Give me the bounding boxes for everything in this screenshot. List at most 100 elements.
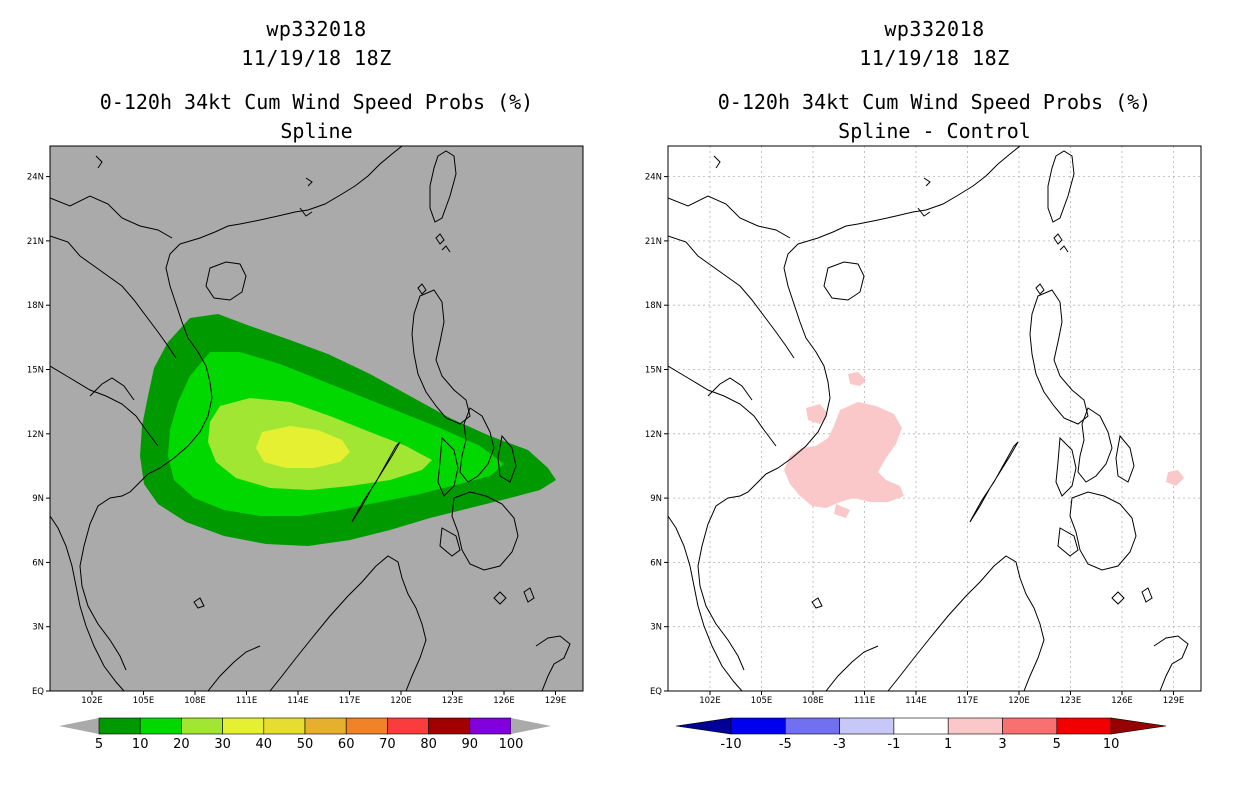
x-tick-label: 111E [854, 696, 876, 706]
right-axis-ticks: 102E 105E 108E 111E 114E 117E 120E 123E 126E 129E… [645, 173, 1184, 706]
colorbar-swatch [730, 717, 786, 735]
right-colorbar: -10 -5 -3 -1 1 3 5 10 [675, 717, 1167, 752]
colorbar-swatch [947, 717, 1003, 735]
colorbar-swatch [428, 717, 471, 735]
y-tick-label: 9N [650, 494, 662, 504]
right-subtitle: 0-120h 34kt Cum Wind Speed Probs (%) Spl… [668, 88, 1201, 146]
y-tick-label: 9N [32, 494, 44, 504]
y-tick-label: 18N [27, 301, 44, 311]
colorbar-swatch [139, 717, 182, 735]
right-title: wp332018 11/19/18 18Z [668, 15, 1201, 73]
colorbar-label: -1 [887, 737, 900, 752]
x-tick-label: 102E [699, 696, 721, 706]
colorbar-label: 5 [1053, 737, 1061, 752]
colorbar-swatch [263, 717, 306, 735]
colorbar-swatch [893, 717, 949, 735]
colorbar-swatch [469, 717, 512, 735]
right-product: 0-120h 34kt Cum Wind Speed Probs (%) [717, 90, 1152, 114]
x-tick-label: 105E [133, 696, 155, 706]
colorbar-label: 20 [173, 737, 190, 752]
x-tick-label: 123E [442, 696, 464, 706]
y-tick-label: 15N [27, 366, 44, 376]
x-tick-label: 111E [236, 696, 258, 706]
y-tick-label: 3N [32, 623, 44, 633]
right-gridlines [668, 146, 1201, 691]
colorbar-label: 70 [379, 737, 396, 752]
right-map: 102E 105E 108E 111E 114E 117E 120E 123E 126E 129E… [645, 145, 1202, 706]
x-tick-label: 120E [1008, 696, 1030, 706]
left-axis-ticks: 102E 105E 108E 111E 114E 117E 120E 123E 126E 129E… [27, 173, 566, 706]
colorbar-swatch [387, 717, 429, 735]
right-datetime: 11/19/18 18Z [859, 46, 1010, 70]
colorbar-label: -5 [779, 737, 792, 752]
x-tick-label: 117E [957, 696, 979, 706]
colorbar-swatch [784, 717, 840, 735]
colorbar-label: 60 [338, 737, 355, 752]
y-tick-label: 3N [650, 623, 662, 633]
right-storm-id: wp332018 [884, 17, 985, 41]
x-tick-label: 126E [493, 696, 515, 706]
colorbar-label: 50 [297, 737, 314, 752]
colorbar-label: 40 [256, 737, 273, 752]
colorbar-label: 10 [132, 737, 149, 752]
x-tick-label: 114E [905, 696, 927, 706]
left-method: Spline [280, 119, 353, 143]
right-method: Spline - Control [838, 119, 1031, 143]
x-tick-label: 129E [545, 696, 567, 706]
colorbar-label: -3 [833, 737, 846, 752]
colorbar-swatch [181, 717, 223, 735]
left-map-frame [49, 145, 584, 692]
colorbar-swatch [98, 717, 141, 735]
colorbar-swatch [345, 717, 388, 735]
colorbar-high-arrow [1110, 717, 1167, 735]
colorbar-swatch [1056, 717, 1112, 735]
x-tick-label: 108E [184, 696, 206, 706]
x-tick-label: 117E [339, 696, 361, 706]
colorbar-swatch [839, 717, 895, 735]
colorbar-label: 100 [499, 737, 524, 752]
y-tick-label: 21N [27, 237, 44, 247]
y-tick-label: EQ [32, 687, 44, 697]
x-tick-label: 108E [802, 696, 824, 706]
left-colorbar: 5 10 20 30 40 50 60 70 80 90 100 [59, 717, 551, 752]
y-tick-label: 6N [32, 558, 44, 568]
right-map-background [668, 146, 1201, 691]
x-tick-label: 129E [1163, 696, 1185, 706]
y-tick-label: 24N [27, 173, 44, 183]
colorbar-label: 80 [420, 737, 437, 752]
colorbar-high-arrow [511, 718, 551, 734]
x-tick-label: 114E [287, 696, 309, 706]
x-tick-label: 126E [1111, 696, 1133, 706]
colorbar-swatch [304, 717, 347, 735]
y-tick-label: 12N [27, 430, 44, 440]
colorbar-label: 10 [1103, 737, 1120, 752]
x-tick-label: 123E [1060, 696, 1082, 706]
y-tick-label: EQ [650, 687, 662, 697]
colorbar-label: 30 [214, 737, 231, 752]
x-tick-label: 105E [751, 696, 773, 706]
colorbar-low-arrow [675, 717, 732, 735]
colorbar-label: 5 [95, 737, 103, 752]
y-tick-label: 15N [645, 366, 662, 376]
y-tick-label: 6N [650, 558, 662, 568]
left-datetime: 11/19/18 18Z [241, 46, 392, 70]
left-map: 102E 105E 108E 111E 114E 117E 120E 123E 126E 129E… [27, 145, 584, 706]
colorbar-swatch [1002, 717, 1058, 735]
colorbar-label: 90 [462, 737, 479, 752]
colorbar-swatch [222, 717, 265, 735]
left-storm-id: wp332018 [266, 17, 367, 41]
left-subtitle: 0-120h 34kt Cum Wind Speed Probs (%) Spl… [50, 88, 583, 146]
y-tick-label: 21N [645, 237, 662, 247]
y-tick-label: 18N [645, 301, 662, 311]
x-tick-label: 120E [390, 696, 412, 706]
y-tick-label: 12N [645, 430, 662, 440]
y-tick-label: 24N [645, 173, 662, 183]
colorbar-label: -10 [720, 737, 741, 752]
x-tick-label: 102E [81, 696, 103, 706]
colorbar-label: 1 [944, 737, 952, 752]
left-product: 0-120h 34kt Cum Wind Speed Probs (%) [99, 90, 534, 114]
colorbar-low-arrow [59, 718, 99, 734]
left-title: wp332018 11/19/18 18Z [50, 15, 583, 73]
colorbar-label: 3 [998, 737, 1006, 752]
